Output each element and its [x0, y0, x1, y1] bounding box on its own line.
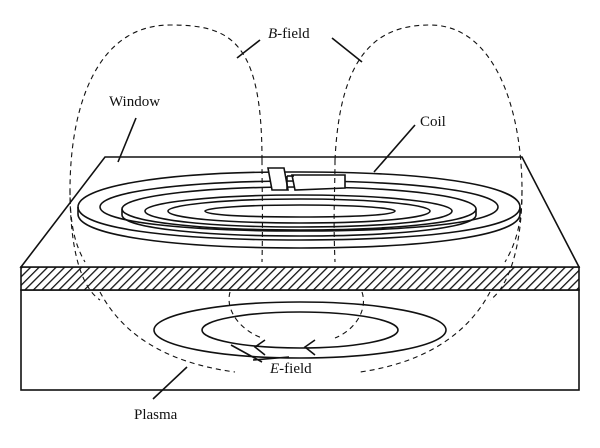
coil-label: Coil	[420, 114, 446, 130]
b-field-pointer-left	[236, 39, 261, 59]
b-field-lower-right	[359, 291, 491, 373]
coil	[77, 167, 521, 249]
b-field-pointer-right	[331, 37, 363, 63]
b-field-inner-left	[228, 291, 263, 339]
b-field-lower-left	[99, 291, 236, 373]
window-pointer	[117, 117, 137, 163]
e-field-label: E-field	[269, 361, 312, 377]
b-field-loop-left	[69, 24, 263, 301]
e-field-arrow-right	[303, 339, 316, 356]
window-label: Window	[109, 94, 160, 110]
e-field-outer-loop	[153, 301, 447, 359]
e-field-inner-loop	[201, 311, 399, 349]
dielectric-layer	[20, 266, 580, 291]
e-field-arrow-left	[253, 339, 266, 356]
e-field-pointer-right	[252, 356, 290, 361]
b-field-label: B-field	[268, 26, 310, 42]
b-field-inner-right	[334, 291, 364, 339]
coil-pointer	[373, 124, 416, 173]
plasma-pointer	[152, 366, 188, 400]
b-field-loop-right	[334, 24, 523, 301]
plasma-label: Plasma	[134, 407, 178, 423]
